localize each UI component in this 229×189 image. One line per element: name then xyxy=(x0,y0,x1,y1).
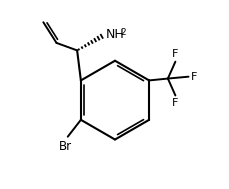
Text: 2: 2 xyxy=(120,28,125,37)
Text: F: F xyxy=(172,49,178,59)
Text: Br: Br xyxy=(59,140,72,153)
Text: F: F xyxy=(172,98,178,108)
Text: NH: NH xyxy=(106,28,124,41)
Text: F: F xyxy=(191,72,197,82)
